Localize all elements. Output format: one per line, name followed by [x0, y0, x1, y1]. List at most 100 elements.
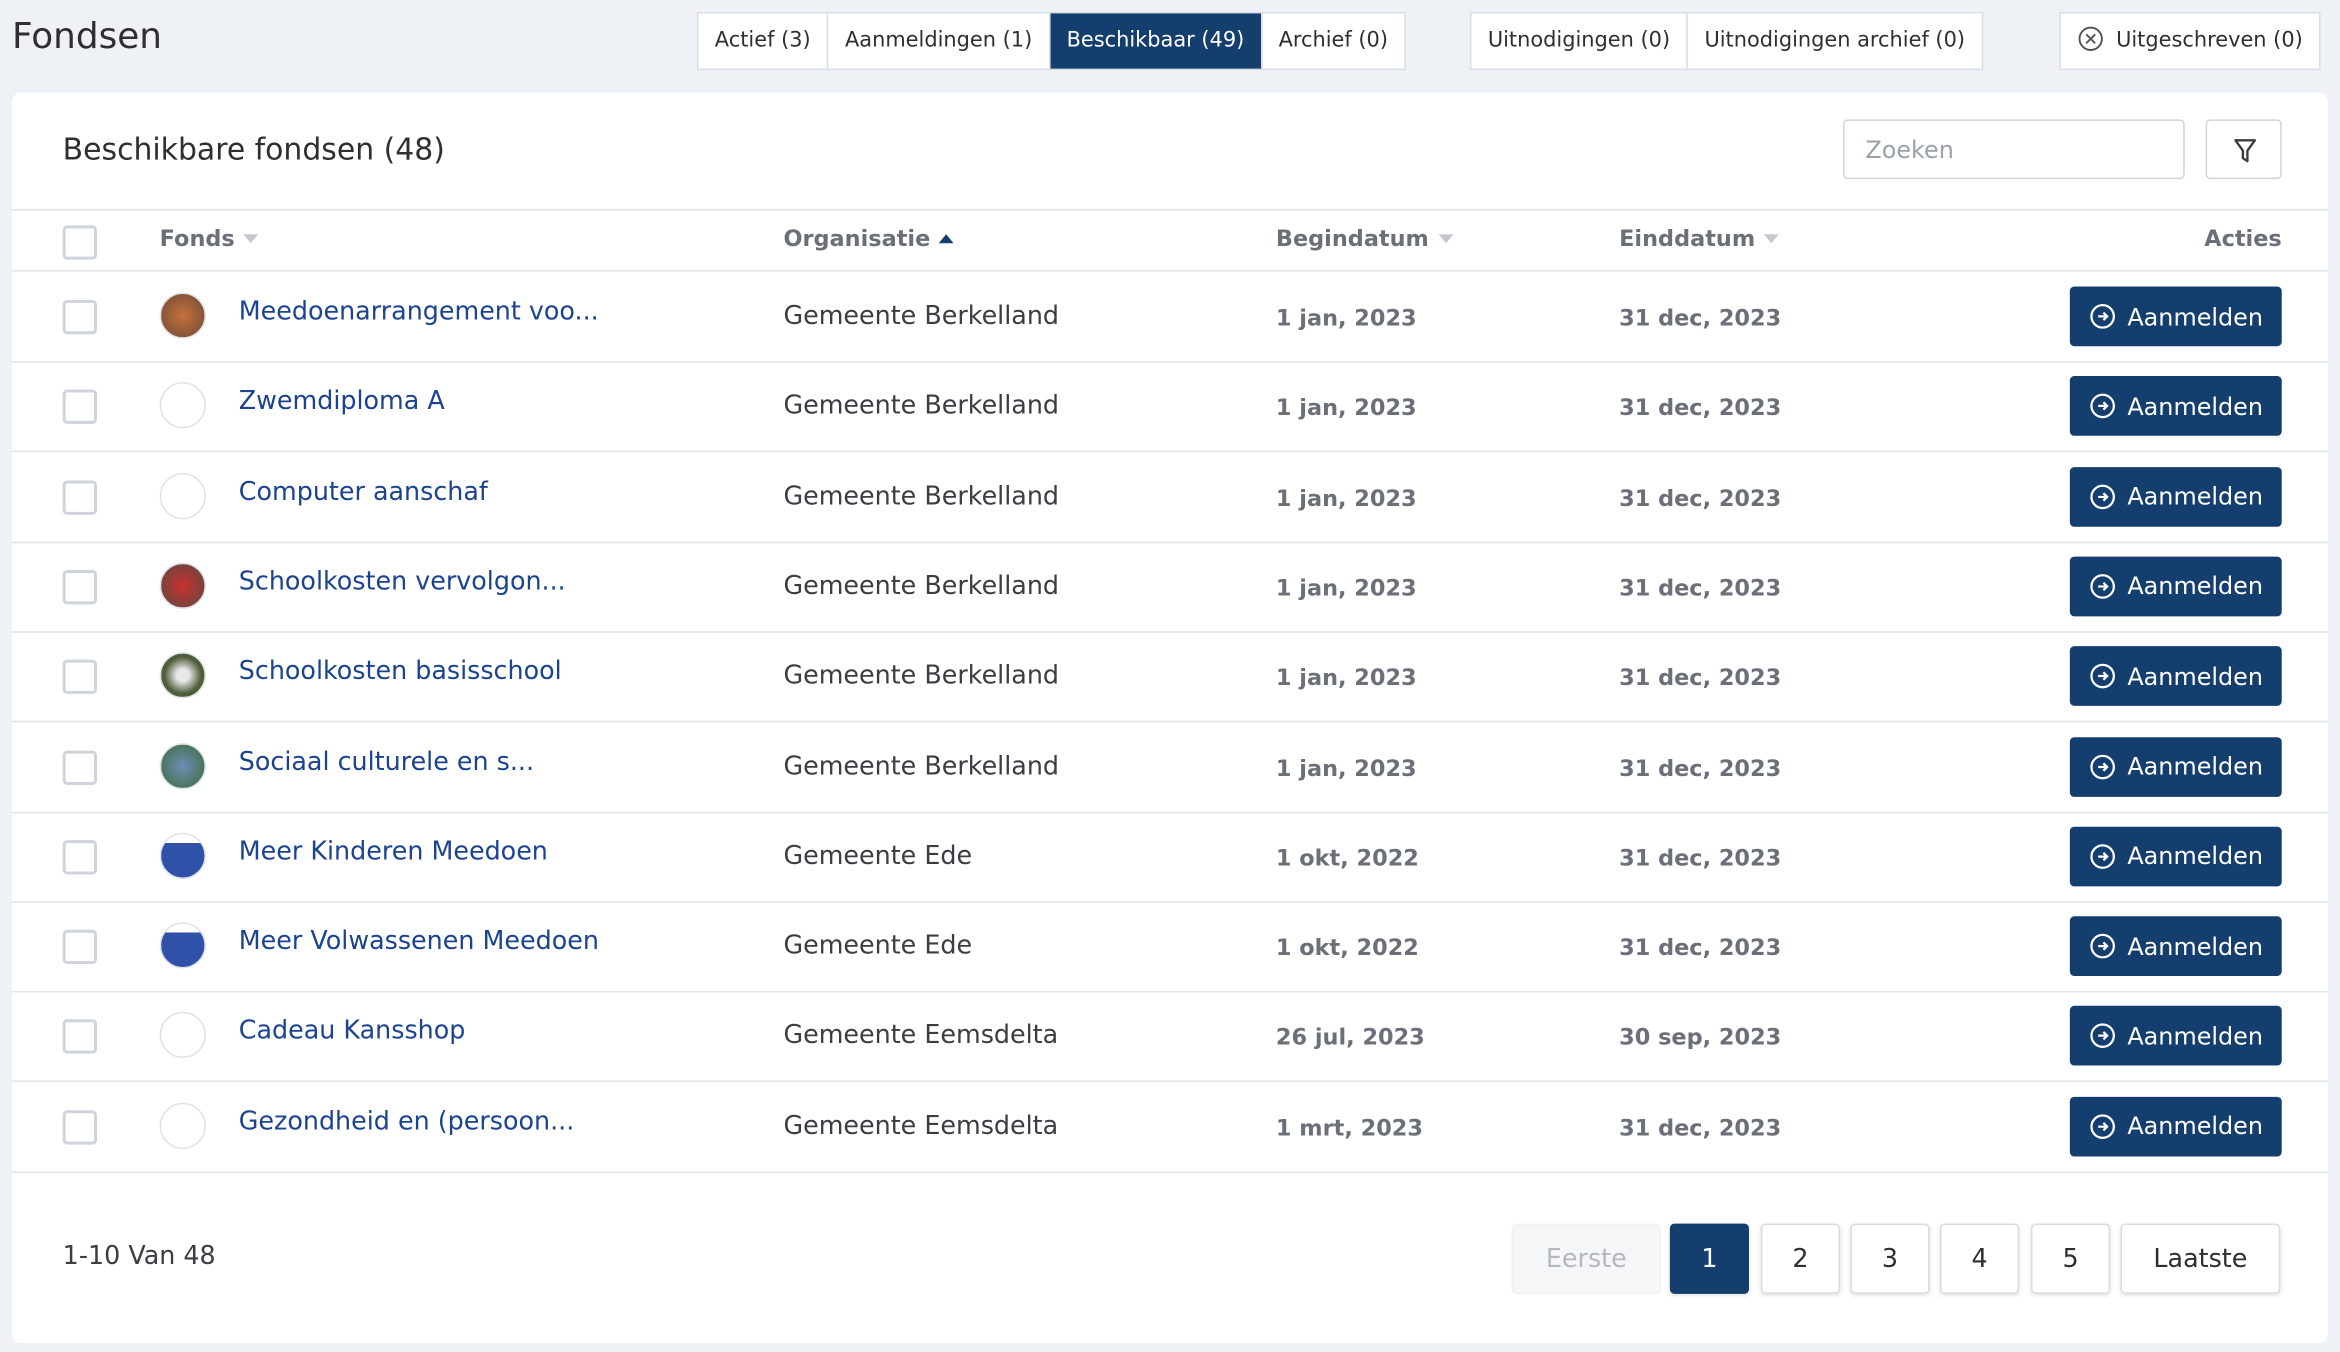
row-divider	[11, 721, 2328, 723]
organisation: Gemeente Berkelland	[783, 751, 1060, 782]
column-header[interactable]: Begindatum	[1276, 225, 1456, 252]
apply-button[interactable]: Aanmelden	[2069, 736, 2282, 797]
column-label: Fonds	[159, 225, 235, 253]
row-checkbox[interactable]	[62, 1109, 97, 1145]
row-checkbox[interactable]	[62, 1019, 97, 1055]
fund-icon	[159, 562, 206, 609]
end-date: 31 dec, 2023	[1619, 574, 1782, 602]
row-checkbox[interactable]	[62, 929, 97, 965]
button-label: Aanmelden	[2127, 392, 2264, 421]
organisation: Gemeente Berkelland	[783, 571, 1060, 602]
start-date: 1 okt, 2022	[1275, 844, 1419, 872]
fund-name[interactable]: Gezondheid en (persoon...	[238, 1106, 575, 1137]
tab[interactable]: Aanmeldingen (1)	[829, 13, 1051, 69]
fund-icon	[159, 1102, 206, 1149]
row-divider	[11, 1081, 2328, 1083]
apply-icon	[2089, 484, 2115, 509]
page-button[interactable]: 1	[1669, 1223, 1749, 1294]
end-date: 31 dec, 2023	[1619, 754, 1782, 782]
column-label: Begindatum	[1275, 225, 1429, 253]
organisation: Gemeente Eemsdelta	[783, 1021, 1059, 1052]
fund-name[interactable]: Sociaal culturele en s...	[238, 746, 535, 777]
apply-button[interactable]: Aanmelden	[2069, 466, 2282, 527]
fund-name[interactable]: Computer aanschaf	[238, 476, 488, 507]
start-date: 1 jan, 2023	[1275, 304, 1417, 332]
first-page-button[interactable]: Eerste	[1511, 1223, 1661, 1294]
organisation: Gemeente Ede	[783, 931, 973, 962]
row-checkbox[interactable]	[62, 299, 97, 335]
tab-group: Uitgeschreven (0)	[2059, 11, 2321, 71]
start-date: 1 jan, 2023	[1275, 574, 1417, 602]
column-header[interactable]: Organisatie	[783, 225, 957, 252]
fund-icon	[159, 472, 206, 519]
fund-icon	[159, 382, 206, 429]
apply-icon	[2089, 843, 2115, 869]
apply-button[interactable]: Aanmelden	[2069, 646, 2282, 707]
end-date: 30 sep, 2023	[1619, 1024, 1782, 1052]
search-input[interactable]: Zoeken	[1842, 119, 2185, 180]
apply-icon	[2089, 753, 2115, 779]
row-divider	[11, 541, 2328, 543]
apply-button[interactable]: Aanmelden	[2069, 286, 2282, 347]
start-date: 1 okt, 2022	[1275, 934, 1419, 962]
panel: Beschikbare fondsen (48) Zoeken Fonds Org…	[11, 92, 2328, 1344]
end-date: 31 dec, 2023	[1619, 484, 1782, 512]
tab[interactable]: Uitnodigingen (0)	[1471, 13, 1689, 69]
organisation: Gemeente Berkelland	[783, 301, 1060, 332]
tab[interactable]: Uitnodigingen archief (0)	[1704, 28, 1966, 53]
fund-name[interactable]: Meer Volwassenen Meedoen	[238, 926, 599, 957]
apply-button[interactable]: Aanmelden	[2069, 556, 2282, 617]
row-checkbox[interactable]	[62, 569, 97, 605]
pagination-summary: 1-10 Van 48	[62, 1241, 216, 1272]
column-header[interactable]: Einddatum	[1619, 225, 1782, 252]
fund-name[interactable]: Meedoenarrangement voo...	[238, 296, 599, 327]
tab[interactable]: Beschikbaar (49)	[1050, 13, 1263, 69]
start-date: 1 jan, 2023	[1275, 664, 1417, 692]
filter-icon	[2234, 139, 2257, 163]
fund-name[interactable]: Cadeau Kansshop	[238, 1016, 466, 1047]
page-button[interactable]: 4	[1939, 1223, 2020, 1294]
apply-icon	[2089, 1113, 2115, 1139]
sort-icon	[1764, 234, 1780, 244]
button-label: Aanmelden	[2127, 842, 2264, 871]
apply-button[interactable]: Aanmelden	[2069, 1096, 2282, 1157]
tab[interactable]: Actief (3)	[698, 13, 829, 69]
end-date: 31 dec, 2023	[1619, 1114, 1782, 1142]
row-checkbox[interactable]	[62, 389, 97, 425]
fund-name[interactable]: Schoolkosten vervolgon...	[238, 566, 566, 597]
end-date: 31 dec, 2023	[1619, 934, 1782, 962]
sort-icon	[243, 234, 259, 244]
page-button[interactable]: 2	[1760, 1223, 1841, 1294]
page-button[interactable]: 3	[1850, 1223, 1930, 1294]
tab[interactable]: Archief (0)	[1278, 28, 1389, 53]
row-divider	[11, 451, 2328, 453]
row-checkbox[interactable]	[62, 479, 97, 515]
apply-button[interactable]: Aanmelden	[2069, 916, 2282, 977]
apply-icon	[2089, 304, 2115, 329]
fund-name[interactable]: Schoolkosten basisschool	[238, 656, 562, 687]
select-all-checkbox[interactable]	[62, 225, 97, 260]
page-button[interactable]: 5	[2031, 1223, 2111, 1294]
sort-icon	[1437, 234, 1453, 244]
fund-icon	[159, 922, 206, 969]
apply-icon	[2089, 394, 2115, 419]
apply-button[interactable]: Aanmelden	[2069, 376, 2282, 437]
button-label: Aanmelden	[2127, 572, 2264, 601]
column-header[interactable]: Acties	[2204, 225, 2281, 252]
row-checkbox[interactable]	[62, 839, 97, 875]
fund-name[interactable]: Meer Kinderen Meedoen	[238, 836, 548, 867]
row-checkbox[interactable]	[62, 749, 97, 785]
fund-name[interactable]: Zwemdiploma A	[238, 386, 445, 417]
row-checkbox[interactable]	[62, 659, 97, 695]
end-date: 31 dec, 2023	[1619, 664, 1782, 692]
filter-button[interactable]	[2205, 119, 2282, 180]
last-page-button[interactable]: Laatste	[2120, 1223, 2281, 1294]
start-date: 1 mrt, 2023	[1275, 1114, 1423, 1142]
organisation: Gemeente Berkelland	[783, 391, 1060, 422]
button-label: Aanmelden	[2127, 482, 2264, 511]
apply-button[interactable]: Aanmelden	[2069, 1006, 2282, 1067]
tab[interactable]: Uitgeschreven (0)	[2061, 13, 2319, 68]
apply-button[interactable]: Aanmelden	[2069, 826, 2282, 887]
column-header[interactable]: Fonds	[160, 225, 262, 252]
